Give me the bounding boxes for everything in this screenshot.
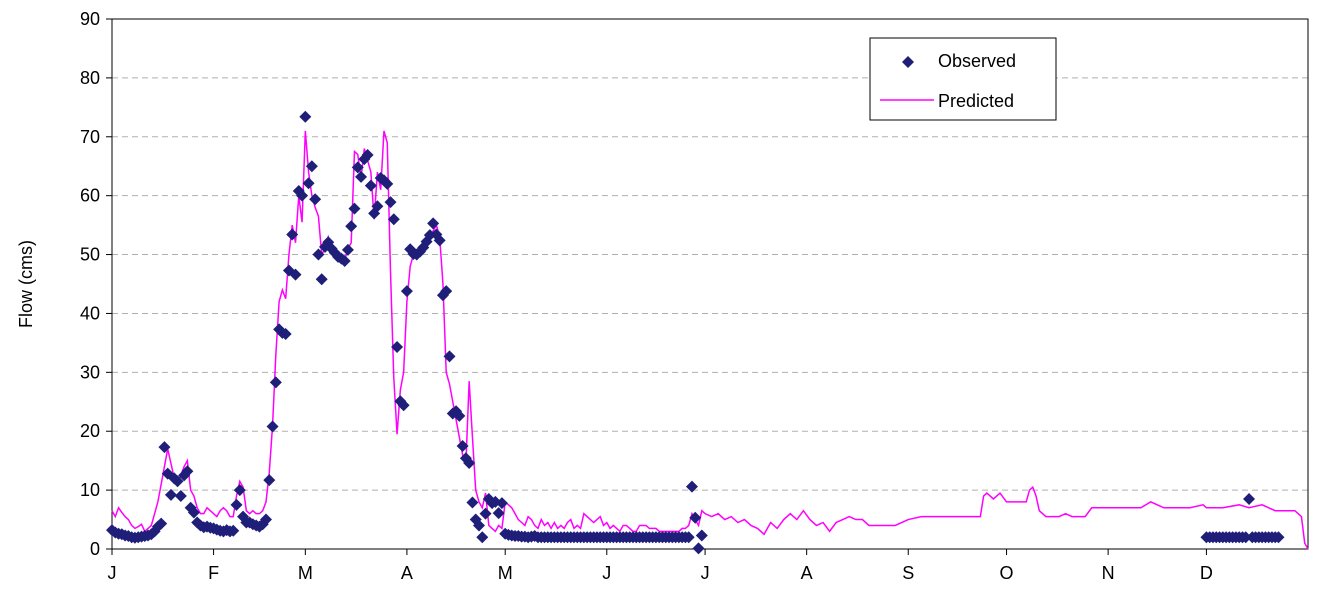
observed-point [158,441,171,454]
y-tick-label: 0 [90,539,100,559]
observed-point [309,193,322,206]
observed-point [371,200,384,213]
observed-point [351,161,364,174]
x-tick-label: J [108,563,117,583]
x-tick-label: A [401,563,413,583]
observed-point [689,511,702,524]
observed-point [164,488,177,501]
observed-point [286,228,299,241]
observed-point [479,507,492,520]
x-tick-label: D [1200,563,1213,583]
observed-point [174,490,187,502]
observed-point [1272,531,1285,544]
observed-point [472,519,485,532]
y-tick-label: 80 [80,68,100,88]
observed-point [495,497,508,510]
predicted-line [111,130,1309,550]
observed-point [453,409,466,422]
observed-point [155,517,168,530]
observed-point [463,457,476,470]
observed-point [171,475,184,488]
y-tick-label: 30 [80,362,100,382]
observed-point [355,170,368,183]
legend: Observed Predicted [869,37,1057,121]
observed-point [269,376,282,389]
observed-point [227,524,240,537]
y-tick-label: 20 [80,421,100,441]
observed-point [338,255,351,268]
observed-point [397,399,410,412]
x-tick-label: O [1000,563,1014,583]
y-tick-label: 40 [80,303,100,323]
observed-point [381,177,394,190]
observed-point [345,220,358,233]
x-tick-label: M [298,563,313,583]
observed-point [305,160,318,173]
observed-point [302,177,315,190]
observed-point [391,341,404,354]
y-tick-label: 70 [80,127,100,147]
observed-points [106,110,1285,555]
y-tick-label: 50 [80,245,100,265]
observed-point [296,189,309,202]
y-tick-label: 90 [80,9,100,29]
observed-point [400,285,413,298]
observed-point [341,243,354,256]
legend-box [869,37,1057,121]
observed-point [466,496,479,509]
observed-point [456,439,469,452]
legend-marker-observed [902,56,914,68]
observed-point [263,474,276,487]
observed-point [692,542,705,555]
y-axis: 0 10 20 30 40 50 60 70 80 90 [80,9,112,559]
legend-label: Observed [938,51,1016,71]
observed-point [299,110,312,123]
y-axis-title: Flow (cms) [16,240,36,328]
plot-area [111,18,1309,550]
x-tick-label: M [498,563,513,583]
series-layer [106,110,1309,555]
observed-point [685,480,698,493]
x-tick-label: N [1102,563,1115,583]
y-tick-label: 60 [80,186,100,206]
observed-point [315,273,328,286]
observed-point [1239,531,1252,544]
observed-point [695,529,708,542]
observed-point [387,213,400,226]
x-tick-label: F [208,563,219,583]
observed-point [433,234,446,247]
x-tick-label: J [602,563,611,583]
observed-point [476,531,489,544]
observed-point [682,531,695,544]
legend-label: Predicted [938,91,1014,111]
observed-point [361,149,374,162]
observed-point [440,285,453,298]
observed-point [266,420,279,433]
observed-point [427,217,440,230]
observed-point [312,248,325,261]
x-tick-label: J [701,563,710,583]
observed-point [1243,492,1256,505]
x-tick-label: A [801,563,813,583]
observed-point [187,506,200,519]
observed-point [289,268,302,281]
observed-point [230,498,243,511]
observed-point [181,465,194,478]
observed-point [233,484,246,497]
observed-point [364,179,377,192]
observed-point [492,507,505,520]
y-tick-label: 10 [80,480,100,500]
x-tick-label: S [902,563,914,583]
gridlines [112,77,1308,491]
observed-point [348,202,361,215]
observed-point [279,328,292,341]
observed-point [384,196,397,209]
observed-point [443,350,456,363]
observed-point [260,513,273,526]
